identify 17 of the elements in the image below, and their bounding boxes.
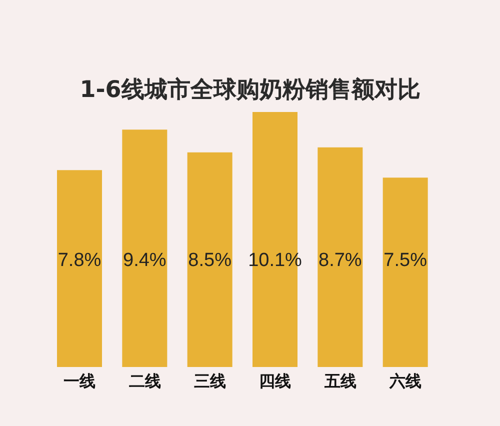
x-tick-label: 四线 <box>259 371 292 390</box>
bar <box>382 178 428 367</box>
bar <box>187 152 232 367</box>
data-label: 9.4% <box>123 250 166 272</box>
bar <box>318 147 363 367</box>
x-tick-label: 二线 <box>128 371 161 390</box>
data-label: 8.5% <box>188 250 232 272</box>
data-label: 7.8% <box>58 250 102 272</box>
data-label: 8.7% <box>318 250 362 272</box>
x-tick-label: 五线 <box>323 371 356 390</box>
data-label: 7.5% <box>384 250 428 272</box>
x-tick-label: 六线 <box>388 371 422 390</box>
bar <box>122 130 168 367</box>
chart-title: 1-6线城市全球购奶粉销售额对比 <box>78 76 422 105</box>
bar <box>57 170 102 367</box>
x-tick-label: 一线 <box>64 371 96 390</box>
x-tick-label: 三线 <box>194 371 226 390</box>
